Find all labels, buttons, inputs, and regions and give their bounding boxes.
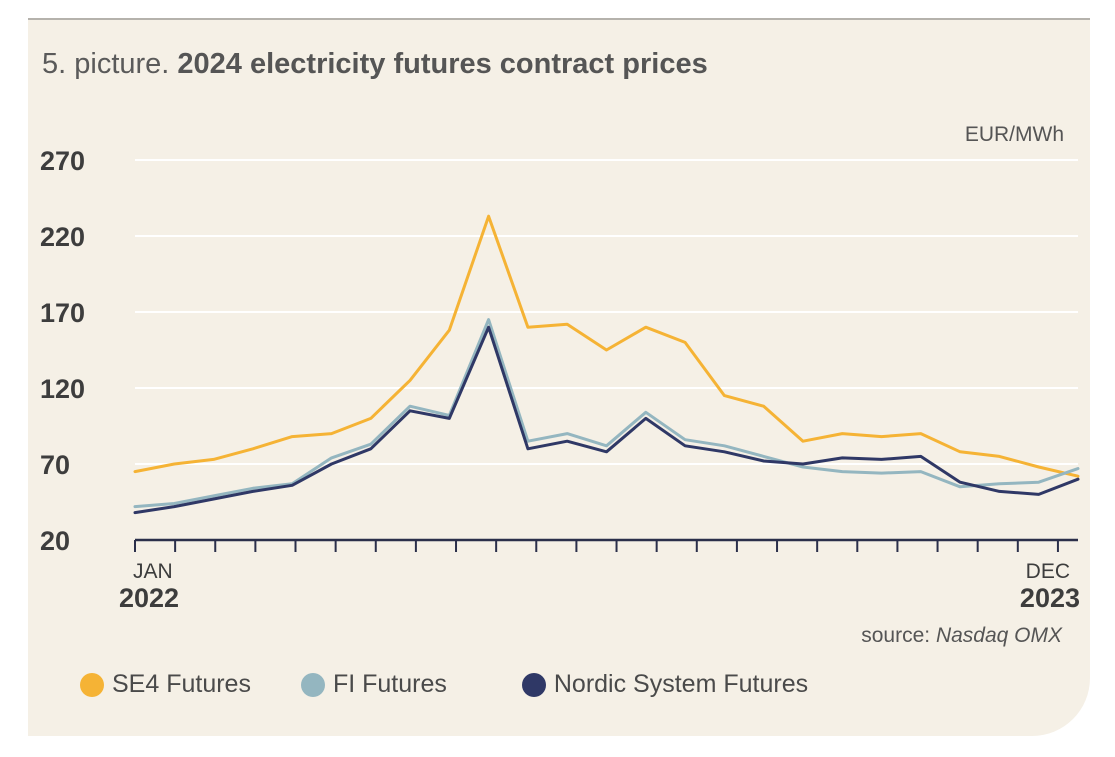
y-tick-label: 170 <box>40 298 85 328</box>
y-tick-label: 20 <box>40 526 70 556</box>
legend-swatch <box>521 672 546 697</box>
legend-item: SE4 Futures <box>80 670 251 699</box>
x-start-month-label: JAN <box>133 560 173 583</box>
y-tick-label: 220 <box>40 222 85 252</box>
x-start-year-label: 2022 <box>119 583 179 613</box>
legend-label: SE4 Futures <box>112 670 251 698</box>
se4-futures-line <box>133 214 1080 478</box>
legend-label: Nordic System Futures <box>553 670 809 698</box>
title-main: 2024 electricity futures contract prices <box>177 48 708 80</box>
legend-swatch <box>300 672 325 697</box>
legend-item: Nordic System Futures <box>521 670 809 699</box>
legend-swatch <box>80 672 104 697</box>
source-name: Nasdaq OMX <box>935 624 1062 647</box>
title-prefix: 5. picture. <box>42 48 170 80</box>
chart-title: 5. picture. 2024 electricity futures con… <box>42 48 708 81</box>
chart-card: 5. picture. 2024 electricity futures con… <box>28 18 1090 736</box>
y-tick-label: 120 <box>40 374 85 404</box>
source-note: source: Nasdaq OMX <box>861 624 1062 648</box>
x-end-month-label: DEC <box>1026 560 1070 583</box>
fi-futures-line <box>133 318 1080 509</box>
y-tick-label: 270 <box>40 146 85 176</box>
x-end-year-label: 2023 <box>1020 583 1080 613</box>
nordic-system-futures-line <box>133 325 1080 515</box>
legend-label: FI Futures <box>332 670 447 698</box>
legend-item: FI Futures <box>300 670 447 699</box>
legend: SE4 Futures FI Futures Nordic System Futur… <box>80 670 808 699</box>
source-label: source: <box>861 624 931 647</box>
unit-label: EUR/MWh <box>965 123 1064 146</box>
y-tick-label: 70 <box>40 450 70 480</box>
